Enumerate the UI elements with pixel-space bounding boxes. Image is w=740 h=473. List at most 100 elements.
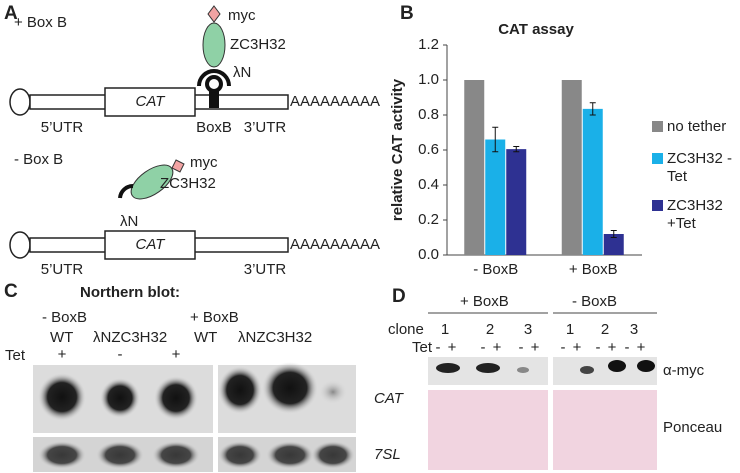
legend-entry: ZC3H32 -Tet — [667, 150, 733, 185]
bar — [561, 80, 582, 255]
lambda-n — [197, 69, 231, 87]
group-label: - BoxB — [572, 293, 617, 310]
lane-label: WT — [50, 329, 73, 346]
y-tick-label: 0.8 — [418, 106, 439, 123]
loop — [205, 75, 223, 93]
lane-label: λNZC3H32 — [93, 329, 167, 346]
band — [262, 362, 318, 414]
band — [218, 366, 262, 414]
tet-sign: - — [481, 339, 486, 356]
group-label: + BoxB — [460, 293, 509, 310]
legend-entry: ZC3H32 +Tet — [667, 197, 723, 232]
band — [580, 366, 594, 374]
y-tick-label: 0.6 — [418, 141, 439, 158]
blot — [553, 357, 657, 385]
tet-sign: - — [596, 339, 601, 356]
tet-sign: + — [58, 346, 67, 363]
group-label: - BoxB — [42, 309, 87, 326]
ponceau-stain — [553, 390, 657, 470]
ponceau-stain — [428, 390, 548, 470]
y-tick-label: 0.4 — [418, 176, 439, 193]
clone-label: clone — [388, 321, 424, 338]
tet-label: Tet — [5, 347, 26, 364]
protein-label: ZC3H32 — [230, 36, 286, 53]
tether-label: λN — [120, 213, 138, 230]
tet-sign: - — [519, 339, 524, 356]
row-label: α-myc — [663, 362, 705, 379]
protein-label: ZC3H32 — [160, 175, 216, 192]
band — [38, 441, 86, 469]
tet-label: Tet — [412, 339, 433, 356]
lane-label: WT — [194, 329, 217, 346]
legend-swatch — [652, 121, 663, 132]
lane-label: λNZC3H32 — [238, 329, 312, 346]
tet-sign: + — [493, 339, 502, 356]
bar — [464, 80, 485, 255]
y-tick-label: 1.0 — [418, 71, 439, 88]
band — [319, 380, 347, 404]
cat-box — [104, 230, 196, 260]
legend-swatch — [652, 200, 663, 211]
tag — [207, 5, 221, 23]
tether-label: λN — [233, 64, 251, 81]
tet-sign: - — [625, 339, 630, 356]
boxb-label: BoxB — [196, 119, 232, 136]
tet-sign: + — [448, 339, 457, 356]
band — [100, 378, 140, 418]
y-tick-label: 0.2 — [418, 211, 439, 228]
clone-number: 1 — [566, 321, 574, 338]
utr-label: 5’UTR — [41, 119, 84, 136]
y-axis-label: relative CAT activity — [389, 78, 406, 221]
polya-label: AAAAAAAAA — [290, 93, 380, 110]
utr-label: 3’UTR — [244, 261, 287, 278]
tet-signs: - + - + - + - + - + - + — [436, 339, 646, 356]
cap — [9, 231, 31, 259]
band — [218, 441, 262, 469]
band — [517, 367, 529, 373]
y-tick-label: 0.0 — [418, 246, 439, 263]
tag-label: myc — [190, 154, 218, 171]
band — [436, 363, 460, 373]
tag-label: myc — [228, 7, 256, 24]
clone-number: 1 — [441, 321, 449, 338]
blot-title: Northern blot: — [80, 284, 180, 301]
tet-sign: - — [118, 346, 123, 363]
band — [152, 441, 200, 469]
cap — [9, 88, 31, 116]
tet-sign: + — [637, 339, 646, 356]
cat-box — [104, 87, 196, 117]
panel-label: A — [4, 3, 18, 24]
tet-sign: - — [436, 339, 441, 356]
tet-sign: + — [608, 339, 617, 356]
lambda-n — [118, 183, 134, 199]
panel-label: B — [400, 3, 414, 24]
clone-number: 2 — [601, 321, 609, 338]
legend-entry: no tether — [667, 118, 727, 135]
panel-label: C — [4, 281, 18, 302]
gene-label: CAT — [136, 236, 167, 253]
condition-label: + Box B — [14, 14, 67, 31]
polya-label: AAAAAAAAA — [290, 236, 380, 253]
x-tick-label: - BoxB — [473, 261, 518, 278]
y-tick-label: 1.2 — [418, 36, 439, 53]
bar — [506, 149, 527, 255]
legend-swatch — [652, 153, 663, 164]
bar — [582, 108, 603, 255]
band — [96, 441, 144, 469]
clone-number: 2 — [486, 321, 494, 338]
band — [608, 360, 626, 372]
condition-label: - Box B — [14, 151, 63, 168]
clone-number: 3 — [630, 321, 638, 338]
band — [311, 441, 355, 469]
tet-sign: + — [172, 346, 181, 363]
row-label: CAT — [374, 390, 405, 407]
band — [476, 363, 500, 373]
tet-sign: - — [561, 339, 566, 356]
row-label: Ponceau — [663, 419, 722, 436]
band — [154, 376, 198, 420]
row-label: 7SL — [374, 446, 401, 463]
panel-label: D — [392, 286, 406, 307]
tag — [171, 159, 185, 173]
